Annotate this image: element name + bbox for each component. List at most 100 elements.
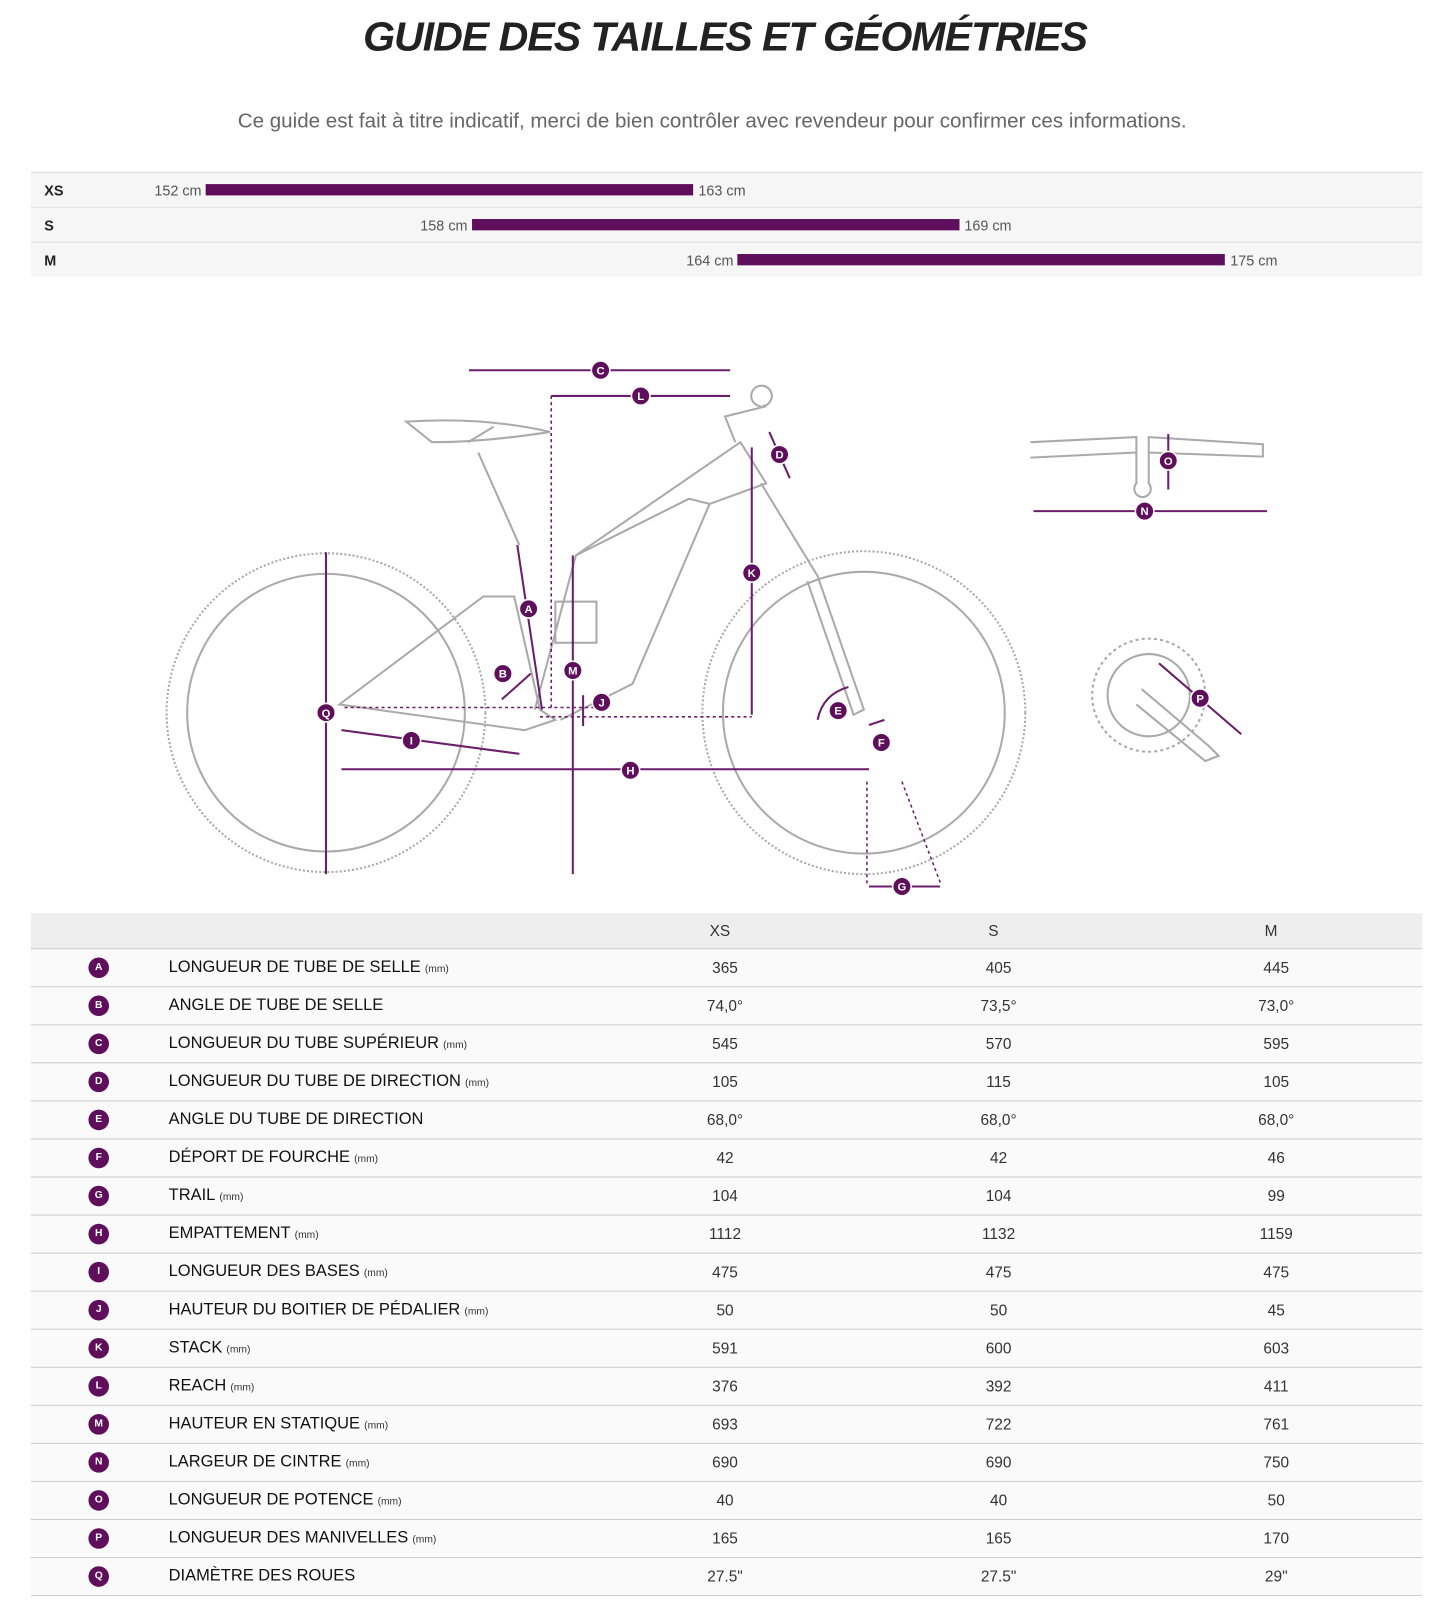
table-row: H EMPATTEMENT (mm) 1112 1132 1159 xyxy=(30,1214,1423,1253)
min-height-label: 164 cm xyxy=(686,251,734,269)
measure-unit: (mm) xyxy=(294,1229,319,1242)
row-letter: N xyxy=(88,1452,110,1473)
table-cell: 392 xyxy=(985,1378,1012,1396)
letter-label: L xyxy=(637,391,644,403)
letter-label: H xyxy=(626,765,634,777)
measure-unit: (mm) xyxy=(443,1039,468,1052)
table-cell: 105 xyxy=(712,1073,738,1092)
row-letter: H xyxy=(88,1223,110,1245)
row-letter: E xyxy=(88,1109,110,1131)
measure-unit: (mm) xyxy=(465,1077,490,1090)
letter-label: M xyxy=(568,666,577,678)
table-row: P LONGUEUR DES MANIVELLES (mm) 165 165 170 xyxy=(30,1518,1423,1557)
table-cell: 73,0° xyxy=(1258,997,1295,1016)
table-cell: 445 xyxy=(1263,959,1290,977)
table-row: D LONGUEUR DU TUBE DE DIRECTION (mm) 105 115… xyxy=(30,1062,1423,1101)
size-name: M xyxy=(44,251,57,269)
table-cell: 29" xyxy=(1264,1568,1288,1586)
size-name: XS xyxy=(44,182,64,199)
table-cell: 693 xyxy=(712,1416,738,1434)
table-row: O LONGUEUR DE POTENCE (mm) 40 40 50 xyxy=(30,1480,1423,1519)
letter-label: P xyxy=(1196,693,1204,705)
height-range-bar xyxy=(471,219,960,231)
letter-label: J xyxy=(598,698,604,710)
row-label: ANGLE DE TUBE DE SELLE xyxy=(169,997,384,1016)
measure-name: LONGUEUR DU TUBE DE DIRECTION xyxy=(168,1072,461,1091)
table-cell: 42 xyxy=(989,1149,1008,1168)
table-cell: 690 xyxy=(985,1454,1012,1472)
letter-marker xyxy=(591,692,612,713)
letter-marker xyxy=(769,444,790,465)
table-row: B ANGLE DE TUBE DE SELLE 74,0° 73,5° 73,0° xyxy=(30,986,1423,1025)
row-label: LARGEUR DE CINTRE (mm) xyxy=(169,1453,370,1472)
measure-name: ANGLE DU TUBE DE DIRECTION xyxy=(168,1110,424,1129)
row-letter: Q xyxy=(88,1566,110,1587)
letter-marker xyxy=(630,385,651,406)
row-label: DIAMÈTRE DES ROUES xyxy=(169,1567,356,1586)
letter-marker xyxy=(871,732,892,753)
measure-name: HAUTEUR EN STATIQUE xyxy=(168,1415,361,1433)
row-label: EMPATTEMENT (mm) xyxy=(169,1225,319,1244)
letter-label: G xyxy=(898,882,907,894)
max-height-label: 163 cm xyxy=(698,182,746,199)
letter-marker xyxy=(492,663,513,684)
table-cell: 165 xyxy=(712,1530,738,1548)
row-label: DÉPORT DE FOURCHE (mm) xyxy=(169,1149,378,1168)
letter-label: I xyxy=(410,736,413,748)
table-cell: 722 xyxy=(985,1416,1012,1434)
row-label: HAUTEUR DU BOITIER DE PÉDALIER (mm) xyxy=(169,1301,489,1320)
measure-unit: (mm) xyxy=(363,1268,388,1280)
row-label: LONGUEUR DU TUBE DE DIRECTION (mm) xyxy=(169,1073,489,1092)
row-letter: L xyxy=(88,1375,110,1397)
letter-marker xyxy=(1190,688,1211,709)
table-row: I LONGUEUR DES BASES (mm) 475 475 475 xyxy=(30,1252,1423,1291)
table-cell: 27.5" xyxy=(707,1568,743,1586)
measure-unit: (mm) xyxy=(377,1496,402,1508)
table-cell: 475 xyxy=(985,1263,1012,1282)
geometry-table: XS S M A LONGUEUR DE TUBE DE SELLE (mm) 365 40… xyxy=(30,913,1423,1597)
table-cell: 115 xyxy=(986,1073,1011,1092)
table-header: XS S M xyxy=(30,913,1423,949)
measure-unit: (mm) xyxy=(412,1534,437,1546)
table-cell: 690 xyxy=(712,1454,738,1472)
table-row: M HAUTEUR EN STATIQUE (mm) 693 722 761 xyxy=(30,1404,1423,1443)
table-cell: 405 xyxy=(985,959,1012,977)
table-cell: 170 xyxy=(1263,1530,1290,1548)
table-cell: 40 xyxy=(989,1492,1008,1510)
letter-label: N xyxy=(1141,506,1149,518)
measure-name: TRAIL xyxy=(168,1186,216,1205)
row-letter: F xyxy=(88,1147,110,1169)
max-height-label: 175 cm xyxy=(1230,251,1278,269)
measure-name: HAUTEUR DU BOITIER DE PÉDALIER xyxy=(168,1300,461,1319)
table-cell: 365 xyxy=(712,959,738,977)
table-cell: 411 xyxy=(1263,1378,1289,1396)
measure-unit: (mm) xyxy=(230,1382,255,1394)
table-cell: 545 xyxy=(712,1035,738,1054)
table-cell: 595 xyxy=(1263,1035,1290,1054)
table-cell: 68,0° xyxy=(980,1111,1017,1130)
row-label: LONGUEUR DE POTENCE (mm) xyxy=(169,1491,402,1510)
measure-name: ANGLE DE TUBE DE SELLE xyxy=(168,996,384,1015)
geometry-diagram: A B C D E F G H I J K L M N O P Q xyxy=(165,360,1267,897)
max-height-label: 169 cm xyxy=(964,216,1012,234)
table-cell: 750 xyxy=(1263,1454,1290,1472)
size-row: XS 152 cm 163 cm xyxy=(30,171,1423,207)
table-cell: 1159 xyxy=(1259,1225,1293,1244)
measure-unit: (mm) xyxy=(219,1191,244,1204)
measure-name: LONGUEUR DES MANIVELLES xyxy=(168,1529,409,1547)
row-label: ANGLE DU TUBE DE DIRECTION xyxy=(169,1111,424,1130)
letter-label: A xyxy=(525,604,533,616)
letter-marker xyxy=(1134,501,1155,522)
table-cell: 376 xyxy=(712,1378,738,1396)
row-label: TRAIL (mm) xyxy=(169,1187,244,1206)
table-cell: 74,0° xyxy=(706,997,744,1016)
measure-unit: (mm) xyxy=(364,1420,389,1432)
letter-label: F xyxy=(878,738,885,750)
row-letter: M xyxy=(88,1414,110,1435)
table-cell: 570 xyxy=(985,1035,1012,1054)
table-cell: 50 xyxy=(989,1301,1008,1320)
letter-marker xyxy=(315,702,337,723)
measure-name: LONGUEUR DE POTENCE xyxy=(168,1491,374,1509)
